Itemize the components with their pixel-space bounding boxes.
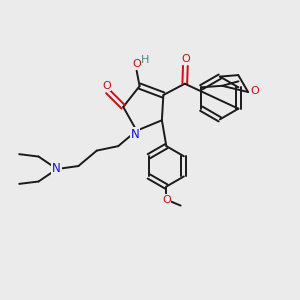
Text: O: O (102, 80, 111, 91)
Text: O: O (162, 195, 171, 205)
Text: N: N (52, 162, 61, 175)
Text: O: O (182, 54, 190, 64)
Text: H: H (141, 55, 150, 65)
Text: N: N (131, 128, 140, 141)
Text: O: O (250, 85, 259, 96)
Text: O: O (132, 59, 141, 69)
